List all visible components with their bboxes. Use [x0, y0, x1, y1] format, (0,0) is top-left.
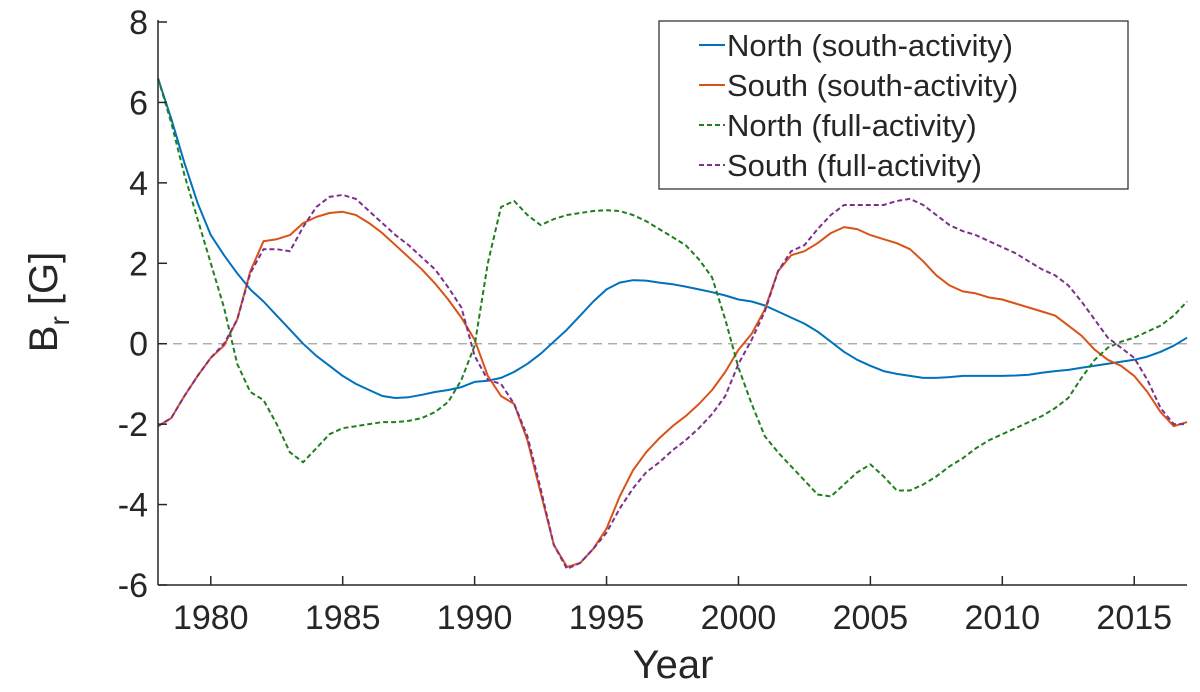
- plot-area: [157, 77, 1188, 570]
- x-tick-label: 1995: [569, 599, 645, 637]
- legend-label: South (full-activity): [727, 148, 982, 183]
- y-axis-title-unit: [G]: [22, 252, 66, 316]
- y-tick-label: 0: [129, 326, 148, 364]
- y-tick-label: 2: [129, 245, 148, 283]
- y-tick-label: 8: [129, 4, 148, 42]
- legend: North (south-activity) South (south-activ…: [658, 20, 1129, 190]
- y-axis-title-sub: r: [44, 316, 75, 325]
- x-tick-label: 1980: [173, 599, 249, 637]
- x-tick-label: 2010: [964, 599, 1040, 637]
- x-tick-label: 1985: [305, 599, 381, 637]
- y-tick-label: -2: [118, 406, 148, 444]
- y-axis-title-main: B: [22, 326, 66, 353]
- y-tick-label: 4: [129, 165, 148, 203]
- series-line-1: [157, 77, 1188, 399]
- legend-label: North (full-activity): [727, 108, 977, 143]
- y-tick-label: -4: [118, 487, 148, 525]
- axes: 1980 1985 1990 1995 2000 2005 2010 2015 -6 -4 -2 0 2…: [118, 4, 1187, 637]
- series-line-4: [157, 193, 1187, 570]
- series-line-3: [157, 78, 1188, 498]
- x-tick-label: 2015: [1096, 599, 1172, 637]
- y-axis-title: Br [G]: [22, 252, 75, 352]
- x-tick-label: 1990: [437, 599, 513, 637]
- x-tick-label: 2005: [833, 599, 909, 637]
- y-tick-label: -6: [118, 567, 148, 605]
- x-axis-title: Year: [633, 643, 714, 687]
- series-line-2: [157, 210, 1188, 568]
- y-tick-label: 6: [129, 84, 148, 122]
- legend-label: South (south-activity): [727, 68, 1018, 103]
- legend-box: [658, 20, 1129, 190]
- legend-label: North (south-activity): [727, 28, 1013, 63]
- x-tick-label: 2000: [701, 599, 777, 637]
